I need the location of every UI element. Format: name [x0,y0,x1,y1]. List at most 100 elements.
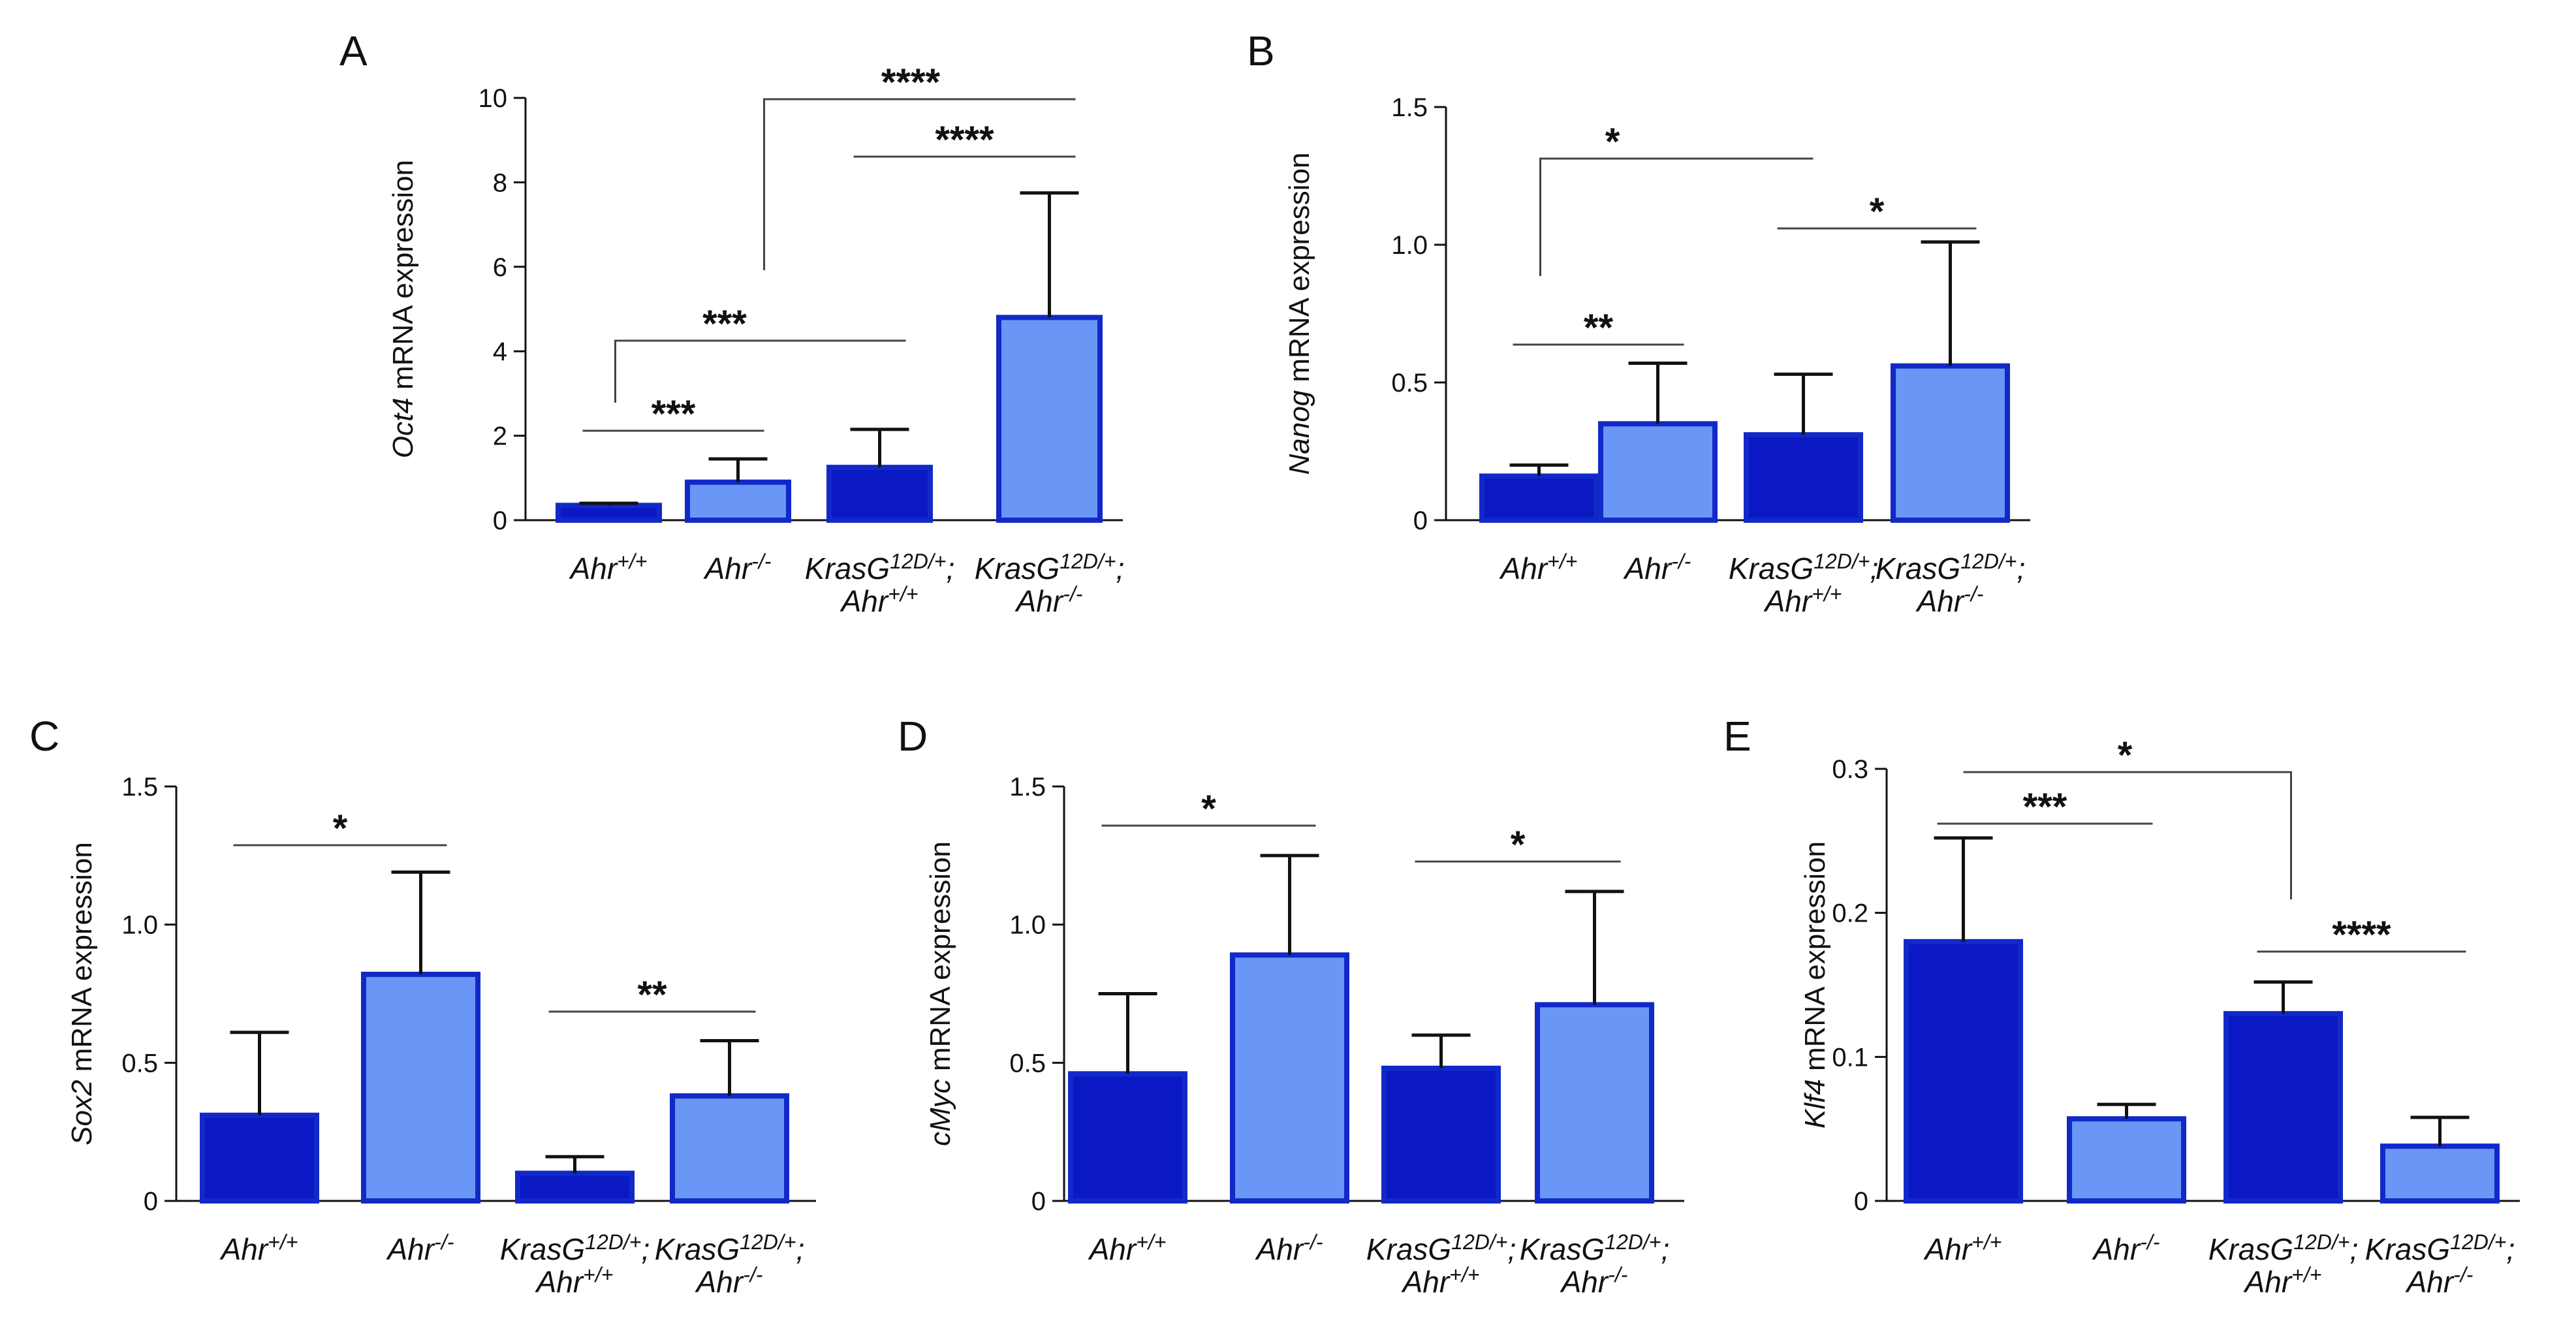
category-label-2-line1: KrasG12D/+; [1366,1230,1516,1266]
significance-label: * [1605,121,1620,163]
significance-label: * [1511,824,1526,866]
category-label-0: Ahr+/+ [569,550,648,585]
panel-b: B 0 0.5 1.0 1.5 Nanog mRNA expression Ahr+/+ Ah… [1247,27,2030,618]
category-label-3-line2: Ahr-/- [1560,1263,1628,1299]
bar [1381,1065,1501,1204]
category-label-3-line1: KrasG12D/+; [2365,1230,2515,1266]
category-label-2-line2: Ahr+/+ [535,1263,614,1299]
significance-label: **** [2332,914,2391,956]
significance-bracket [1539,157,1814,276]
y-tick-label: 10 [479,84,508,113]
category-label-1: Ahr-/- [1623,550,1691,585]
y-tick-label: 1.0 [121,911,158,940]
bar [2067,1116,2186,1204]
category-label-3-line1: KrasG12D/+; [1876,550,2025,585]
bar [2223,1011,2343,1204]
bar [1479,473,1599,523]
bar [1230,952,1349,1204]
y-tick-label: 1.5 [1009,773,1046,801]
bar [2380,1143,2500,1204]
y-tick-label: 1.5 [1391,93,1428,122]
significance-label: ** [1584,307,1614,349]
bar [200,1112,319,1204]
y-tick-label: 0.3 [1832,755,1868,784]
panel-e: E 0 0.1 0.2 0.3 Klf4 mRNA expression Ahr+/+ Ahr… [1723,713,2520,1299]
y-axis-label: Oct4 mRNA expression [387,160,419,458]
significance-label: * [1870,191,1885,233]
bar [515,1170,635,1204]
panel-label: E [1723,713,1751,760]
category-label-3-line1: KrasG12D/+; [655,1230,804,1266]
bar [1535,1002,1654,1204]
panel-a: A 0 2 4 6 8 10 Oct4 mRNA expression Ahr+/+ Ahr-/-… [339,27,1124,618]
y-axis-label: Nanog mRNA expression [1283,152,1315,474]
y-axis-label: Klf4 mRNA expression [1799,841,1831,1128]
category-label-2-line1: KrasG12D/+; [500,1230,650,1266]
bar [996,315,1103,523]
category-label-1: Ahr-/- [2092,1230,2160,1266]
category-label-1: Ahr-/- [386,1230,454,1266]
category-label-3-line2: Ahr-/- [695,1263,763,1299]
category-label-2-line2: Ahr+/+ [1763,582,1842,618]
significance-label: **** [935,119,994,161]
significance-label: * [2118,734,2133,777]
y-tick-label: 1.5 [121,773,158,801]
y-tick-label: 1.0 [1009,911,1046,940]
category-label-3-line2: Ahr-/- [1915,582,1984,618]
panel-label: B [1247,27,1275,74]
bar [1891,363,2010,523]
y-tick-label: 0 [1413,506,1428,535]
panel-label: C [29,713,59,760]
category-label-0: Ahr+/+ [219,1230,298,1266]
y-axis-label: Sox2 mRNA expression [66,842,98,1145]
panel-label: D [898,713,928,760]
category-label-2-line1: KrasG12D/+; [1729,550,1878,585]
panel-label: A [339,27,368,74]
y-tick-label: 0 [1854,1187,1868,1216]
category-label-2-line2: Ahr+/+ [2243,1263,2322,1299]
category-label-1: Ahr-/- [703,550,772,585]
category-label-2-line2: Ahr+/+ [840,582,919,618]
category-label-0: Ahr+/+ [1923,1230,2002,1266]
category-label-0: Ahr+/+ [1088,1230,1167,1266]
category-label-2-line1: KrasG12D/+; [2208,1230,2358,1266]
y-tick-label: 0.1 [1832,1043,1868,1072]
significance-bracket [763,98,1076,270]
bar [361,971,480,1204]
y-tick-label: 0.5 [1009,1049,1046,1078]
bar [1904,939,2023,1204]
y-tick-label: 0 [1031,1187,1046,1216]
y-tick-label: 4 [493,337,507,366]
bar [670,1093,789,1204]
category-label-3-line1: KrasG12D/+; [1520,1230,1669,1266]
y-tick-label: 2 [493,422,507,451]
y-tick-label: 1.0 [1391,231,1428,260]
significance-bracket [614,339,906,403]
bar [826,465,933,523]
significance-label: *** [702,303,747,345]
significance-label: ** [637,974,667,1016]
y-tick-label: 0 [144,1187,158,1216]
significance-label: * [333,807,348,850]
y-tick-label: 0 [493,506,507,535]
significance-label: *** [2023,786,2067,828]
y-axis-label: cMyc mRNA expression [924,841,956,1146]
significance-label: * [1201,788,1216,830]
panel-c: C 0 0.5 1.0 1.5 Sox2 mRNA expression Ahr+/+ Ahr… [29,713,816,1299]
bar [1068,1071,1187,1204]
bar [556,503,662,523]
category-label-2-line1: KrasG12D/+; [805,550,954,585]
y-tick-label: 0.5 [1391,369,1428,397]
y-tick-label: 0.2 [1832,899,1868,928]
bar [685,479,791,523]
bar [1744,432,1863,523]
significance-label: *** [652,393,696,435]
category-label-2-line2: Ahr+/+ [1401,1263,1480,1299]
panel-d: D 0 0.5 1.0 1.5 cMyc mRNA expression Ahr+/+ Ahr… [898,713,1684,1299]
y-tick-label: 0.5 [121,1049,158,1078]
bar [1598,421,1718,523]
significance-label: **** [881,61,941,104]
y-tick-label: 6 [493,253,507,282]
y-tick-label: 8 [493,168,507,197]
